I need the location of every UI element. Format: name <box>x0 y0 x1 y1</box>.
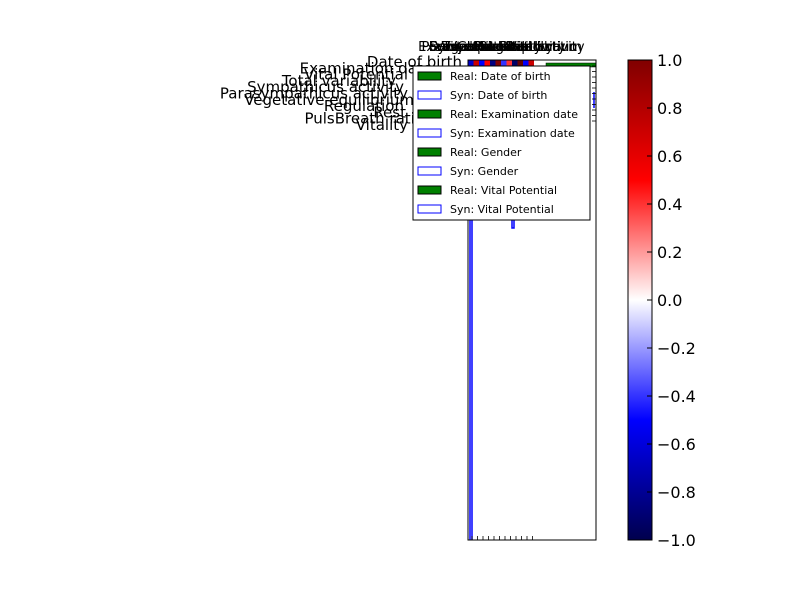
heatmap-cell <box>512 60 518 66</box>
legend: Real: Date of birth Syn: Date of birth Rea… <box>412 65 591 221</box>
column-label: Vegetative equilibrium <box>435 40 582 55</box>
legend-label: Real: Gender <box>450 146 522 159</box>
row-label: Total variability <box>281 72 396 90</box>
legend-entry: Real: Vital Potential <box>417 184 557 197</box>
column-label: Sympathicus activity <box>430 40 566 55</box>
legend-label: Syn: Examination date <box>450 127 575 140</box>
legend-swatch <box>417 166 442 176</box>
heatmap-cell <box>506 60 512 66</box>
column-label: Gender <box>457 40 506 55</box>
colorbar-tick-label: 0.6 <box>657 147 682 166</box>
column-label: PulsBreath ratio <box>473 40 577 55</box>
colorbar-tick-label: 1.0 <box>657 51 682 70</box>
legend-swatch <box>417 147 442 157</box>
legend-swatch <box>417 204 442 214</box>
colorbar-tick-label: −1.0 <box>657 531 696 550</box>
colorbar: 1.0 0.8 0.6 0.4 0.2 0.0 −0.2 −0.4 −0.6 −0.8 −1.0 <box>627 51 696 550</box>
legend-swatch <box>417 71 442 81</box>
row-label: Regulation <box>324 97 404 115</box>
row-label: Sympathicus activity <box>247 78 404 96</box>
x-axis-ticks <box>471 536 533 540</box>
column-label: Rest <box>505 40 533 55</box>
right-axis-ticks <box>592 65 596 122</box>
column-label: Vitality <box>508 40 554 55</box>
legend-swatch <box>417 109 442 119</box>
legend-entry: Syn: Date of birth <box>417 89 547 102</box>
legend-label: Real: Date of birth <box>450 70 551 83</box>
colorbar-tick-label: −0.4 <box>657 387 696 406</box>
colorbar-tick-label: 0.8 <box>657 99 682 118</box>
legend-entry: Real: Gender <box>417 146 522 159</box>
legend-swatch <box>417 128 442 138</box>
legend-label: Real: Vital Potential <box>450 184 557 197</box>
colorbar-tick-label: 0.2 <box>657 243 682 262</box>
row-label: Vital Potential <box>304 66 408 84</box>
heatmap-cell <box>501 60 507 66</box>
legend-entry: Syn: Examination date <box>417 127 575 140</box>
colorbar-tick-label: 0.0 <box>657 291 682 310</box>
heatmap-cell <box>495 60 501 66</box>
legend-entry: Real: Date of birth <box>417 70 551 83</box>
row-label: Rest <box>373 103 406 121</box>
column-label: Examination date <box>418 40 533 55</box>
heatmap-cell <box>468 60 474 66</box>
legend-label: Syn: Date of birth <box>450 89 547 102</box>
colorbar-tick-label: −0.8 <box>657 483 696 502</box>
row-label: Parasympathicus activity <box>220 85 408 103</box>
legend-entry: Syn: Gender <box>417 165 519 178</box>
heatmap-cell <box>484 60 490 66</box>
heatmap-cells <box>468 60 534 66</box>
legend-swatch <box>417 185 442 195</box>
column-label: Total variability <box>442 40 542 55</box>
colorbar-tick-label: −0.2 <box>657 339 696 358</box>
heatmap-cell <box>528 60 534 66</box>
legend-entry: Syn: Vital Potential <box>417 203 554 216</box>
colorbar-tick-label: 0.4 <box>657 195 682 214</box>
heatmap-cell <box>523 60 529 66</box>
column-label: Vital Potential <box>442 40 532 55</box>
legend-entry: Real: Examination date <box>417 108 578 121</box>
row-label: Examination date <box>300 59 432 77</box>
legend-label: Real: Examination date <box>450 108 578 121</box>
legend-swatch <box>417 90 442 100</box>
legend-label: Syn: Vital Potential <box>450 203 554 216</box>
colorbar-ticks: 1.0 0.8 0.6 0.4 0.2 0.0 −0.2 −0.4 −0.6 −0.8 −1.0 <box>647 51 696 550</box>
heatmap-cell <box>490 60 496 66</box>
heatmap-cell <box>517 60 523 66</box>
row-label: Vegetative equilibrium <box>244 91 414 109</box>
heatmap-cell <box>473 60 479 66</box>
column-label: Parasympathicus activity <box>421 40 584 55</box>
legend-box <box>412 65 591 221</box>
column-label: Regulation <box>479 40 548 55</box>
plot-area-frame <box>467 59 597 541</box>
colorbar-tick-label: −0.6 <box>657 435 696 454</box>
heatmap-cell <box>479 60 485 66</box>
row-label: Vitality <box>356 116 408 134</box>
row-label: PulsBreath ratio <box>304 110 424 128</box>
column-label: Date of birth <box>429 40 511 55</box>
legend-label: Syn: Gender <box>450 165 519 178</box>
